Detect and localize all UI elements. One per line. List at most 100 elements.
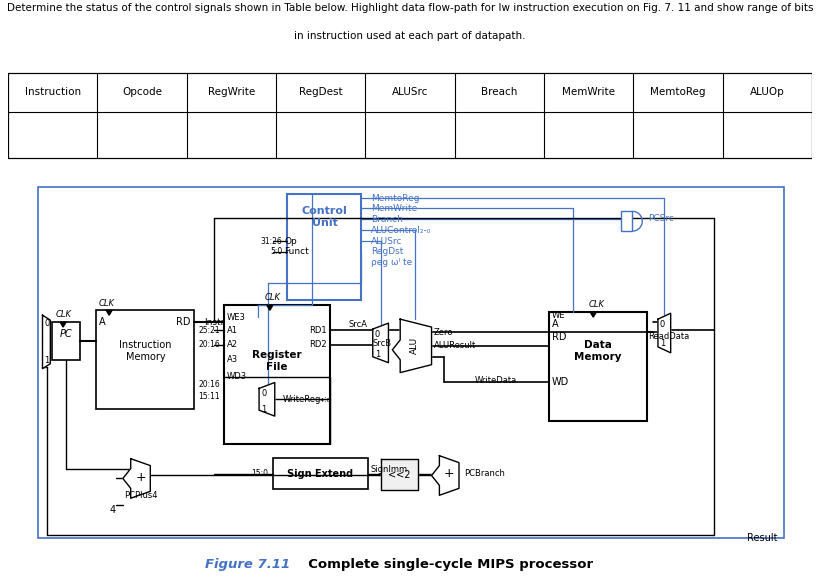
- Text: Determine the status of the control signals shown in Table below. Highlight data: Determine the status of the control sign…: [7, 3, 812, 13]
- Text: RD: RD: [176, 317, 190, 327]
- Text: Instruction: Instruction: [25, 87, 81, 97]
- Text: 1: 1: [374, 350, 379, 359]
- Text: CLK: CLK: [587, 300, 604, 309]
- Text: 4: 4: [110, 505, 116, 515]
- Polygon shape: [106, 310, 112, 315]
- Text: ALUOp: ALUOp: [749, 87, 784, 97]
- Text: MemWrite: MemWrite: [370, 204, 417, 213]
- Text: 5:0: 5:0: [270, 247, 283, 257]
- Text: Unit: Unit: [311, 218, 337, 228]
- Text: RD2: RD2: [309, 340, 326, 349]
- Polygon shape: [391, 319, 431, 372]
- Text: Zero: Zero: [433, 328, 452, 336]
- Text: 20:16: 20:16: [198, 380, 219, 389]
- Polygon shape: [267, 306, 273, 310]
- Text: Control: Control: [301, 207, 347, 217]
- Bar: [97, 310, 194, 409]
- Bar: [273, 457, 368, 489]
- Text: ALUSrc: ALUSrc: [370, 236, 401, 246]
- Text: File: File: [265, 361, 287, 372]
- Text: Memory: Memory: [125, 352, 165, 362]
- Text: MemtoReg: MemtoReg: [370, 194, 419, 203]
- Polygon shape: [123, 459, 150, 498]
- Text: 31:26: 31:26: [260, 236, 283, 246]
- Text: 1: 1: [260, 404, 266, 414]
- Text: WriteReg₄:₀: WriteReg₄:₀: [283, 395, 330, 404]
- Text: 0: 0: [659, 320, 664, 329]
- Bar: [287, 193, 360, 300]
- Text: RegDst: RegDst: [370, 247, 403, 257]
- Text: Opcode: Opcode: [122, 87, 162, 97]
- Text: CLK: CLK: [265, 293, 280, 302]
- Text: A3: A3: [227, 355, 238, 364]
- Text: Funct: Funct: [284, 247, 309, 257]
- Text: WriteData: WriteData: [474, 376, 517, 385]
- Polygon shape: [373, 323, 388, 363]
- Text: Complete single-cycle MIPS processor: Complete single-cycle MIPS processor: [299, 558, 593, 571]
- Text: ALUResult: ALUResult: [433, 342, 475, 350]
- Text: Sign Extend: Sign Extend: [287, 469, 352, 478]
- Text: WE3: WE3: [227, 313, 246, 322]
- Text: CLK: CLK: [55, 310, 71, 319]
- Text: Op: Op: [284, 236, 297, 246]
- Text: ρeg ωᴵ te: ρeg ωᴵ te: [370, 258, 411, 267]
- Bar: [38, 187, 784, 538]
- Text: Instr: Instr: [204, 318, 224, 327]
- Text: MemWrite: MemWrite: [561, 87, 614, 97]
- Text: Instruction: Instruction: [119, 340, 171, 350]
- Bar: [52, 322, 79, 360]
- Text: PCPlus4: PCPlus4: [124, 491, 157, 500]
- Text: A: A: [99, 317, 106, 327]
- Polygon shape: [259, 382, 274, 416]
- Text: 25:21: 25:21: [198, 325, 219, 335]
- Polygon shape: [657, 313, 670, 353]
- Polygon shape: [431, 456, 459, 495]
- Text: WE: WE: [551, 311, 565, 320]
- Text: 1: 1: [44, 356, 50, 365]
- Text: CLK: CLK: [98, 299, 114, 308]
- Polygon shape: [60, 322, 66, 327]
- Bar: [620, 211, 631, 231]
- Text: WD: WD: [551, 377, 568, 386]
- Bar: [224, 306, 329, 444]
- Bar: [549, 312, 646, 421]
- Text: MemtoReg: MemtoReg: [649, 87, 705, 97]
- Text: SrcB: SrcB: [373, 339, 391, 349]
- Text: 0: 0: [44, 318, 50, 328]
- Polygon shape: [590, 312, 595, 317]
- Text: Register: Register: [251, 350, 301, 360]
- Text: RD: RD: [551, 332, 566, 342]
- Text: A2: A2: [227, 340, 238, 349]
- Text: ALUSrc: ALUSrc: [391, 87, 428, 97]
- Text: Branch: Branch: [370, 215, 402, 223]
- Text: SignImm: SignImm: [370, 465, 407, 474]
- Text: A: A: [551, 319, 558, 329]
- Text: PCBranch: PCBranch: [464, 469, 505, 478]
- Text: ALU: ALU: [410, 338, 419, 354]
- Text: PC: PC: [60, 329, 72, 339]
- Text: A1: A1: [227, 325, 238, 335]
- Text: 0: 0: [260, 389, 266, 398]
- Text: Result: Result: [746, 533, 776, 543]
- Text: 20:16: 20:16: [198, 340, 219, 349]
- Text: WD3: WD3: [227, 372, 247, 381]
- Text: 15:11: 15:11: [198, 392, 219, 401]
- Text: ALUControl₂-₀: ALUControl₂-₀: [370, 226, 431, 235]
- Polygon shape: [380, 459, 418, 490]
- Text: 1: 1: [659, 339, 664, 349]
- Text: RD1: RD1: [309, 325, 326, 335]
- Text: 15:0: 15:0: [251, 469, 268, 478]
- Text: Data: Data: [583, 340, 611, 350]
- Text: RegDest: RegDest: [299, 87, 342, 97]
- Text: PCSrc: PCSrc: [647, 214, 673, 223]
- Text: +: +: [135, 471, 146, 484]
- Text: +: +: [443, 467, 454, 480]
- Text: Memory: Memory: [573, 352, 621, 362]
- Text: in instruction used at each part of datapath.: in instruction used at each part of data…: [294, 31, 525, 41]
- Text: <<2: <<2: [387, 470, 410, 480]
- Text: RegWrite: RegWrite: [207, 87, 255, 97]
- Text: SrcA: SrcA: [348, 320, 367, 329]
- Polygon shape: [43, 315, 50, 368]
- Text: 0: 0: [374, 329, 379, 339]
- Text: Figure 7.11: Figure 7.11: [205, 558, 290, 571]
